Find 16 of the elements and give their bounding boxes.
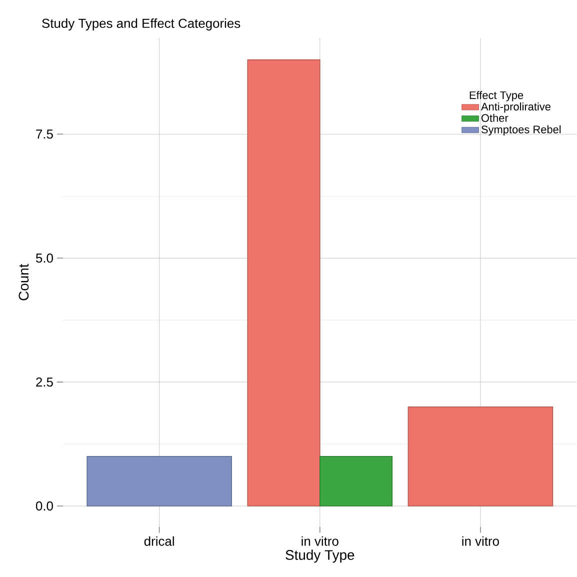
y-axis-title: Count (18, 264, 29, 300)
legend-label: Symptoes Rebel (481, 125, 561, 136)
x-tick-label: in vitro (302, 536, 338, 546)
x-axis-title: Study Type (286, 550, 354, 563)
y-tick-label: 7.5 (36, 130, 53, 139)
y-tick-label: 5.0 (36, 254, 53, 263)
x-tick-label: drical (144, 536, 174, 546)
legend-label: Other (481, 114, 508, 122)
y-tick-label: 2.5 (36, 378, 53, 387)
x-tick-label: in vitro (462, 536, 499, 546)
chart-title: Study Types and Effect Categories (42, 18, 240, 31)
bar (86, 456, 232, 506)
legend-title: Effect Type (470, 91, 524, 102)
bar (319, 456, 393, 506)
legend-label: Anti-prolirative (480, 102, 550, 113)
y-tick-label: 0.0 (36, 502, 53, 511)
